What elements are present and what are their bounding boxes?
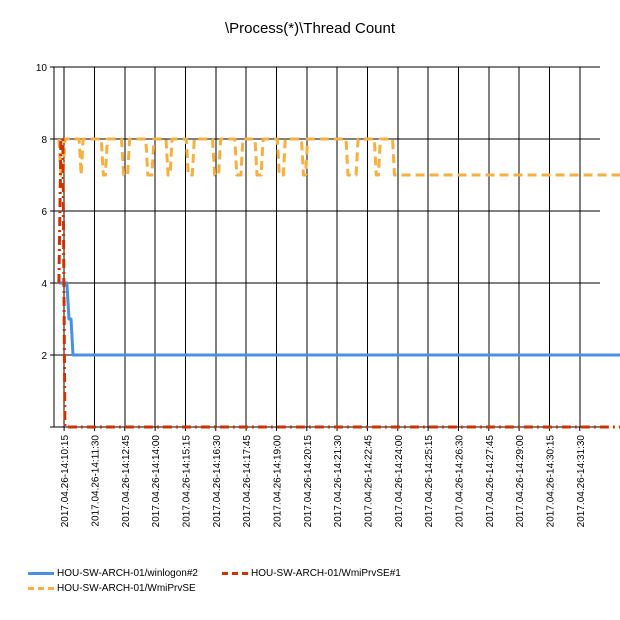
axes xyxy=(50,66,600,431)
y-tick-labels: 2 4 6 8 10 xyxy=(36,63,48,362)
y-tick-label: 4 xyxy=(41,279,47,290)
y-tick-label: 8 xyxy=(41,135,47,146)
x-tick-label: 2017.04.26-14:22:45 xyxy=(363,435,374,528)
x-tick-label: 2017.04.26-14:20:15 xyxy=(303,435,314,528)
legend-label-wmiprvse: HOU-SW-ARCH-01/WmiPrvSE xyxy=(57,583,196,594)
x-tick-label: 2017.04.26-14:10:15 xyxy=(60,435,71,528)
legend-label-wmiprvse-1: HOU-SW-ARCH-01/WmiPrvSE#1 xyxy=(251,568,401,579)
y-tick-label: 10 xyxy=(36,63,48,74)
legend-item-winlogon: HOU-SW-ARCH-01/winlogon#2 xyxy=(28,566,198,581)
legend-item-wmiprvse-1: HOU-SW-ARCH-01/WmiPrvSE#1 xyxy=(222,566,401,581)
series-line-0 xyxy=(58,281,620,357)
x-tick-label: 2017.04.26-14:16:30 xyxy=(212,435,223,528)
x-tick-label: 2017.04.26-14:11:30 xyxy=(90,435,101,527)
x-tick-label: 2017.04.26-14:24:00 xyxy=(394,435,405,528)
y-tick-label: 6 xyxy=(41,207,47,218)
x-tick-label: 2017.04.26-14:29:00 xyxy=(515,435,526,528)
x-tick-label: 2017.04.26-14:17:45 xyxy=(242,435,253,528)
x-tick-label: 2017.04.26-14:27:45 xyxy=(485,435,496,528)
x-tick-label: 2017.04.26-14:12:45 xyxy=(121,435,132,528)
legend-swatch-winlogon xyxy=(28,572,54,575)
legend-label-winlogon: HOU-SW-ARCH-01/winlogon#2 xyxy=(57,568,198,579)
chart-title: \Process(*)\Thread Count xyxy=(224,20,396,37)
x-tick-label: 2017.04.26-14:30:15 xyxy=(545,435,556,528)
series-lines xyxy=(57,137,620,429)
series-line-2 xyxy=(57,137,620,177)
legend-item-wmiprvse: HOU-SW-ARCH-01/WmiPrvSE xyxy=(28,581,196,596)
x-tick-label: 2017.04.26-14:25:15 xyxy=(424,435,435,528)
legend-swatch-wmiprvse xyxy=(28,587,54,590)
grid-lines xyxy=(54,66,600,427)
y-tick-label: 2 xyxy=(41,351,47,362)
x-tick-label: 2017.04.26-14:19:00 xyxy=(272,435,283,528)
x-tick-label: 2017.04.26-14:31:30 xyxy=(576,435,587,528)
x-tick-label: 2017.04.26-14:15:15 xyxy=(181,435,192,528)
x-tick-labels: 2017.04.26-14:10:15 2017.04.26-14:11:30 20… xyxy=(60,435,587,528)
x-tick-label: 2017.04.26-14:21:30 xyxy=(333,435,344,528)
x-tick-label: 2017.04.26-14:26:30 xyxy=(454,435,465,528)
legend-swatch-wmiprvse-1 xyxy=(222,572,248,575)
series-line-1 xyxy=(57,137,620,429)
x-tick-label: 2017.04.26-14:14:00 xyxy=(151,435,162,528)
